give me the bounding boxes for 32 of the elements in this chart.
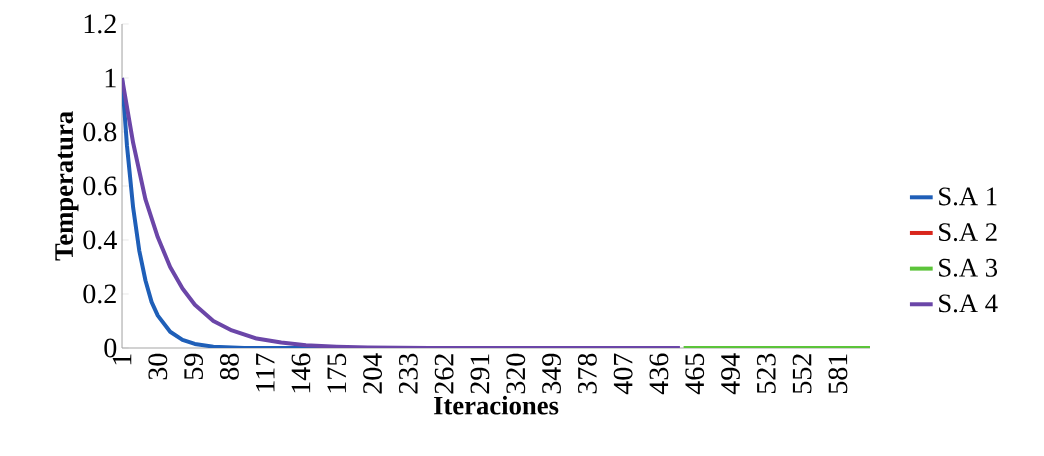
x-tick-label: 552	[792, 354, 812, 394]
y-tick-label: 0.2	[83, 284, 116, 304]
y-tick-label: 1.2	[84, 14, 116, 34]
x-tick-label: 494	[721, 353, 740, 395]
x-tick-label: 117	[255, 353, 275, 392]
x-tick-label: 30	[148, 353, 168, 380]
legend-label: S.A 1	[939, 187, 997, 206]
legend-label: S.A 2	[939, 223, 997, 242]
x-tick-label: 349	[542, 353, 561, 394]
x-tick-label: 320	[506, 353, 526, 394]
y-axis-title: Temperatura	[55, 111, 79, 261]
x-tick-label: 59	[184, 353, 204, 380]
x-tick-label: 523	[756, 353, 776, 394]
x-tick-label: 436	[649, 353, 669, 395]
x-axis-title: Iteraciones	[433, 395, 559, 415]
legend-label: S.A 3	[939, 258, 998, 277]
x-tick-label: 175	[327, 353, 347, 393]
y-tick-label: 0.8	[83, 122, 117, 142]
y-tick-label: 0.6	[83, 176, 117, 196]
x-tick-label: 204	[363, 353, 383, 394]
x-tick-label: 407	[613, 353, 633, 395]
x-tick-label: 291	[470, 354, 490, 394]
x-tick-label: 88	[219, 353, 239, 380]
x-tick-label: 146	[291, 353, 311, 393]
x-tick-label: 581	[828, 354, 848, 394]
y-tick-label: 0.4	[83, 230, 117, 250]
legend-label: S.A 4	[939, 294, 998, 313]
x-tick-label: 465	[685, 353, 705, 395]
x-tick-label: 262	[434, 354, 454, 394]
x-tick-label: 378	[577, 353, 597, 394]
x-tick-label: 233	[398, 353, 418, 394]
y-tick-label: 1	[105, 68, 116, 88]
